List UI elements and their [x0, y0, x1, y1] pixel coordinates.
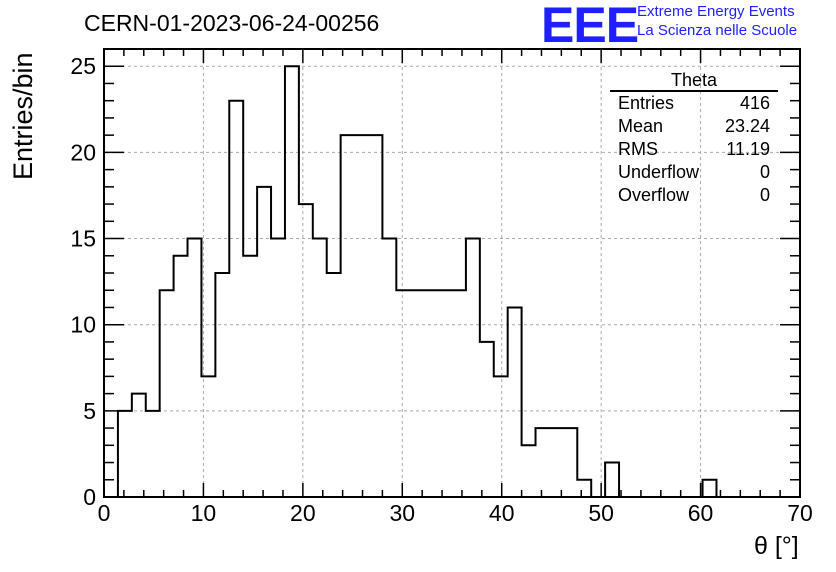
y-tick-label: 25: [70, 53, 96, 79]
x-tick-label: 50: [588, 500, 614, 526]
stats-value: 23.24: [724, 116, 770, 136]
stats-title: Theta: [610, 70, 778, 92]
stats-value: 0: [759, 162, 770, 182]
stats-value: 0: [759, 185, 770, 205]
axis-tick-labels: 0 10 20 30 40 50 60 70 0 5 10 15 20 25: [70, 53, 812, 526]
x-tick-label: 10: [191, 500, 217, 526]
stats-row-underflow: Underflow 0: [610, 161, 778, 184]
stats-box: Theta Entries 416 Mean 23.24 RMS 11.19 U…: [610, 70, 778, 207]
stats-row-mean: Mean 23.24: [610, 115, 778, 138]
stats-label: Mean: [618, 116, 664, 136]
y-tick-label: 0: [83, 484, 96, 510]
x-tick-label: 70: [787, 500, 813, 526]
stats-value: 11.19: [726, 139, 770, 159]
y-tick-label: 20: [70, 139, 96, 165]
chart-title: CERN-01-2023-06-24-00256: [84, 10, 380, 36]
x-tick-label: 30: [389, 500, 415, 526]
axis-ticks: [103, 48, 801, 498]
x-tick-label: 20: [290, 500, 316, 526]
stats-label: RMS: [618, 139, 658, 159]
logo-caption: Extreme Energy Events La Scienza nelle S…: [637, 2, 797, 40]
eee-logo: EEE: [541, 0, 639, 53]
stats-label: Overflow: [618, 185, 690, 205]
logo-line-2: La Scienza nelle Scuole: [637, 22, 798, 39]
y-tick-label: 5: [83, 398, 96, 424]
stats-row-overflow: Overflow 0: [610, 184, 778, 207]
y-tick-label: 10: [70, 312, 96, 338]
stats-label: Entries: [618, 93, 675, 113]
stats-label: Underflow: [618, 162, 700, 182]
logo-line-1: Extreme Energy Events: [637, 3, 795, 20]
x-tick-label: 0: [98, 500, 111, 526]
y-tick-label: 15: [70, 226, 96, 252]
x-tick-label: 40: [489, 500, 515, 526]
stats-value: 416: [739, 93, 770, 113]
x-tick-label: 60: [688, 500, 714, 526]
grid-lines: [104, 49, 800, 497]
stats-row-entries: Entries 416: [610, 92, 778, 115]
y-axis-label: Entries/bin: [8, 52, 38, 180]
stats-row-rms: RMS 11.19: [610, 138, 778, 161]
x-axis-label: θ [°]: [754, 532, 799, 560]
